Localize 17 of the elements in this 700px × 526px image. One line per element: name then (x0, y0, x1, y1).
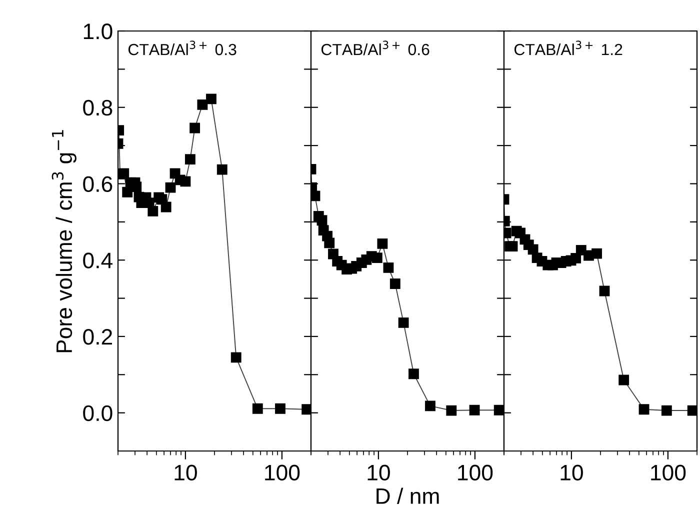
x-tick-label: 10 (368, 464, 390, 481)
x-tick-label: 10 (174, 464, 197, 481)
y-tick-label: 0.8 (83, 100, 112, 116)
y-tick-label: 0.4 (83, 252, 112, 268)
x-tick-label: 100 (651, 464, 686, 481)
annotation: CTAB/Al$^{3+}$ 0.3 (128, 40, 236, 56)
y-tick-label: 0.2 (83, 328, 112, 345)
x-tick-label: 100 (458, 464, 493, 481)
x-tick-label: 10 (560, 464, 583, 481)
x-tick-label: 100 (265, 464, 300, 481)
y-tick-label: 0.0 (83, 405, 112, 422)
y-axis-title: Pore volume / cm$^{3}$ g$^{−1}$ (52, 130, 76, 352)
x-axis-title: D / nm (376, 488, 439, 504)
annotation: CTAB/Al$^{3+}$ 0.6 (321, 40, 430, 56)
y-tick-label: 0.6 (83, 176, 112, 192)
y-tick-label: 1.0 (84, 24, 112, 40)
annotation: CTAB/Al$^{3+}$ 1.2 (514, 40, 622, 56)
